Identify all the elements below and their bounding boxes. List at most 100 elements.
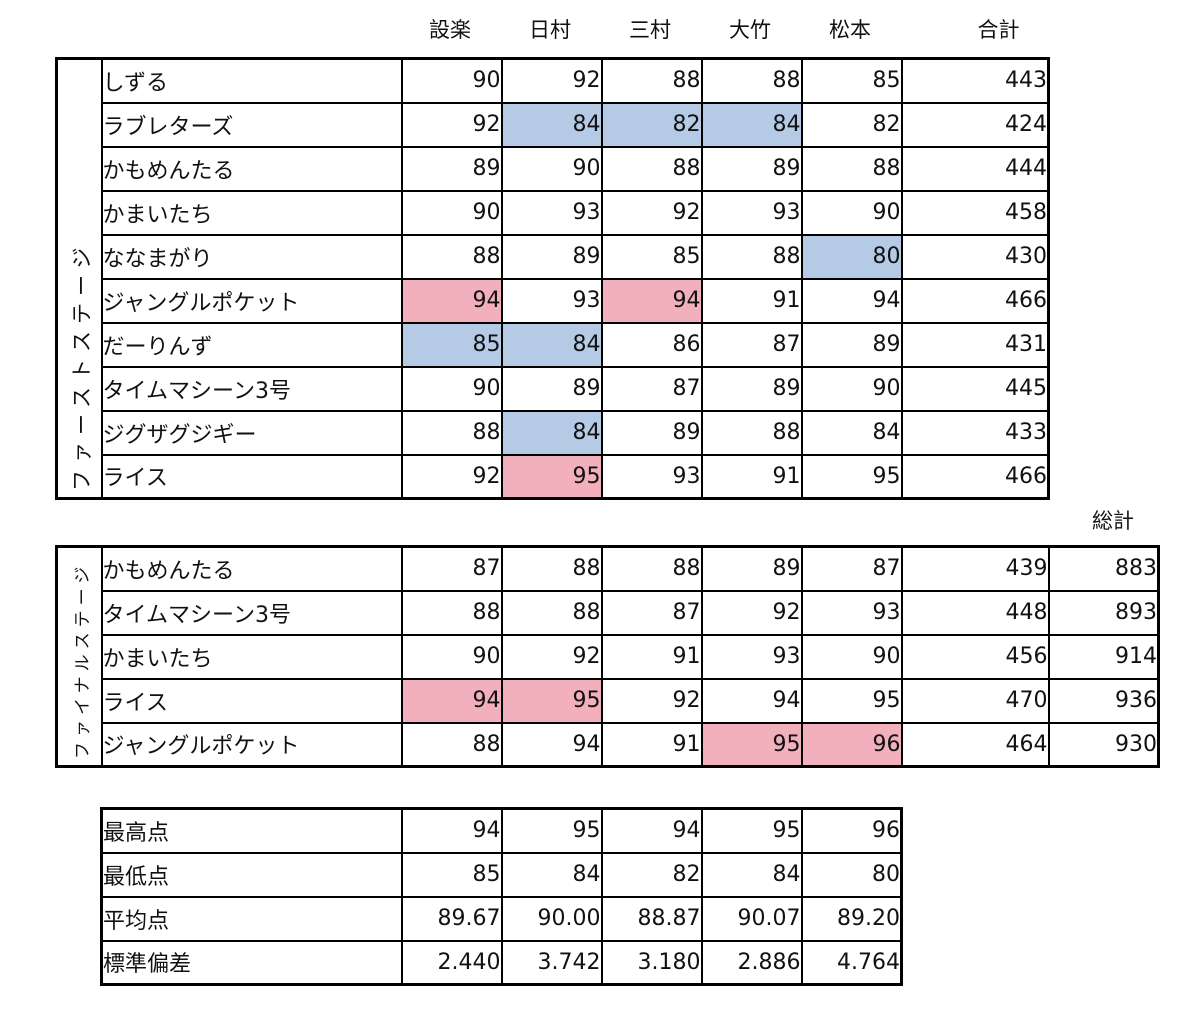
score-cell: 88 [800, 145, 903, 192]
row-total: 443 [900, 57, 1050, 104]
stat-label: 最低点 [100, 851, 403, 898]
score-cell: 92 [600, 677, 703, 724]
stats-table: 最高点 94 95 94 95 96 最低点 85 84 82 84 80 平均点 89.67 90.00 8… [100, 807, 903, 986]
stat-value: 90.07 [700, 895, 803, 942]
score-cell: 90 [400, 365, 503, 412]
performer-name: ライス [100, 453, 403, 500]
score-cell: 88 [400, 233, 503, 280]
total-column-header: 合計 [977, 18, 1020, 42]
stat-value: 90.00 [500, 895, 603, 942]
score-cell: 93 [500, 189, 603, 236]
table-row: かまいたち 90 92 91 93 90 456 914 [57, 633, 1160, 680]
stat-label: 標準偏差 [100, 939, 403, 986]
score-cell: 92 [400, 453, 503, 500]
score-cell: 88 [500, 545, 603, 592]
table-row: ジグザグジギー 88 84 89 88 84 433 [57, 409, 1050, 456]
grand-total-column-header: 総計 [1092, 509, 1134, 533]
final-stage-table: ファイナルステージ かもめんたる 87 88 88 89 87 439 883 タイムマシーン3号… [55, 545, 1160, 768]
score-cell: 92 [600, 189, 703, 236]
performer-name: しずる [100, 57, 403, 104]
row-total: 464 [900, 721, 1050, 768]
score-cell: 96 [800, 721, 903, 768]
score-cell: 89 [700, 545, 803, 592]
score-cell: 89 [800, 321, 903, 368]
score-cell: 90 [400, 57, 503, 104]
judge-column-header: 三村 [629, 18, 671, 42]
score-cell: 87 [700, 321, 803, 368]
stat-value: 95 [700, 807, 803, 854]
score-cell: 89 [500, 365, 603, 412]
score-cell: 94 [400, 277, 503, 324]
row-total: 470 [900, 677, 1050, 724]
stat-value: 4.764 [800, 939, 903, 986]
stat-value: 96 [800, 807, 903, 854]
stage-label: ファーストステージ [70, 240, 95, 491]
score-cell: 94 [800, 277, 903, 324]
score-cell: 86 [600, 321, 703, 368]
stats-row: 最低点 85 84 82 84 80 [100, 851, 903, 898]
performer-name: かまいたち [100, 633, 403, 680]
score-cell: 88 [700, 409, 803, 456]
performer-name: だーりんず [100, 321, 403, 368]
first-stage-table: ファーストステージ しずる 90 92 88 88 85 443 ラブレターズ 92 84 82 84 8… [55, 57, 1050, 500]
performer-name: かまいたち [100, 189, 403, 236]
row-total: 424 [900, 101, 1050, 148]
judge-column-header: 大竹 [729, 18, 771, 42]
performer-name: ラブレターズ [100, 101, 403, 148]
performer-name: かもめんたる [100, 145, 403, 192]
score-cell: 85 [800, 57, 903, 104]
score-cell: 94 [500, 721, 603, 768]
score-cell: 94 [400, 677, 503, 724]
stat-value: 84 [700, 851, 803, 898]
row-total: 466 [900, 277, 1050, 324]
judge-column-header: 松本 [829, 18, 871, 42]
score-cell: 87 [600, 589, 703, 636]
table-row: タイムマシーン3号 88 88 87 92 93 448 893 [57, 589, 1160, 636]
stage-label: ファイナルステージ [73, 561, 94, 759]
score-cell: 90 [800, 189, 903, 236]
score-cell: 89 [500, 233, 603, 280]
score-cell: 91 [600, 633, 703, 680]
stat-value: 3.742 [500, 939, 603, 986]
score-cell: 95 [500, 677, 603, 724]
header-spacer [55, 12, 100, 46]
stats-row: 最高点 94 95 94 95 96 [100, 807, 903, 854]
score-cell: 93 [600, 453, 703, 500]
score-cell: 95 [700, 721, 803, 768]
score-cell: 90 [500, 145, 603, 192]
score-cell: 92 [400, 101, 503, 148]
stat-value: 3.180 [600, 939, 703, 986]
judge-column-header: 日村 [529, 18, 571, 42]
score-cell: 90 [800, 365, 903, 412]
score-cell: 88 [700, 233, 803, 280]
score-cell: 95 [800, 677, 903, 724]
score-cell: 82 [800, 101, 903, 148]
score-cell: 88 [400, 409, 503, 456]
score-cell: 93 [700, 189, 803, 236]
table-row: ジャングルポケット 88 94 91 95 96 464 930 [57, 721, 1160, 768]
score-cell: 88 [700, 57, 803, 104]
score-cell: 92 [500, 57, 603, 104]
row-grand-total: 936 [1047, 677, 1160, 724]
row-total: 439 [900, 545, 1050, 592]
score-cell: 84 [500, 321, 603, 368]
stat-value: 89.20 [800, 895, 903, 942]
score-cell: 85 [600, 233, 703, 280]
performer-name: かもめんたる [100, 545, 403, 592]
score-cell: 88 [400, 589, 503, 636]
stat-value: 84 [500, 851, 603, 898]
score-cell: 92 [700, 589, 803, 636]
row-total: 433 [900, 409, 1050, 456]
judge-column-header: 設楽 [429, 18, 471, 42]
score-cell: 90 [800, 633, 903, 680]
score-cell: 89 [700, 145, 803, 192]
table-row: ファーストステージ しずる 90 92 88 88 85 443 [55, 57, 1050, 500]
row-grand-total: 914 [1047, 633, 1160, 680]
score-cell: 85 [400, 321, 503, 368]
stat-value: 94 [600, 807, 703, 854]
score-cell: 84 [700, 101, 803, 148]
stats-row: 標準偏差 2.440 3.742 3.180 2.886 4.764 [100, 939, 903, 986]
score-cell: 94 [700, 677, 803, 724]
row-total: 444 [900, 145, 1050, 192]
score-cell: 91 [700, 277, 803, 324]
